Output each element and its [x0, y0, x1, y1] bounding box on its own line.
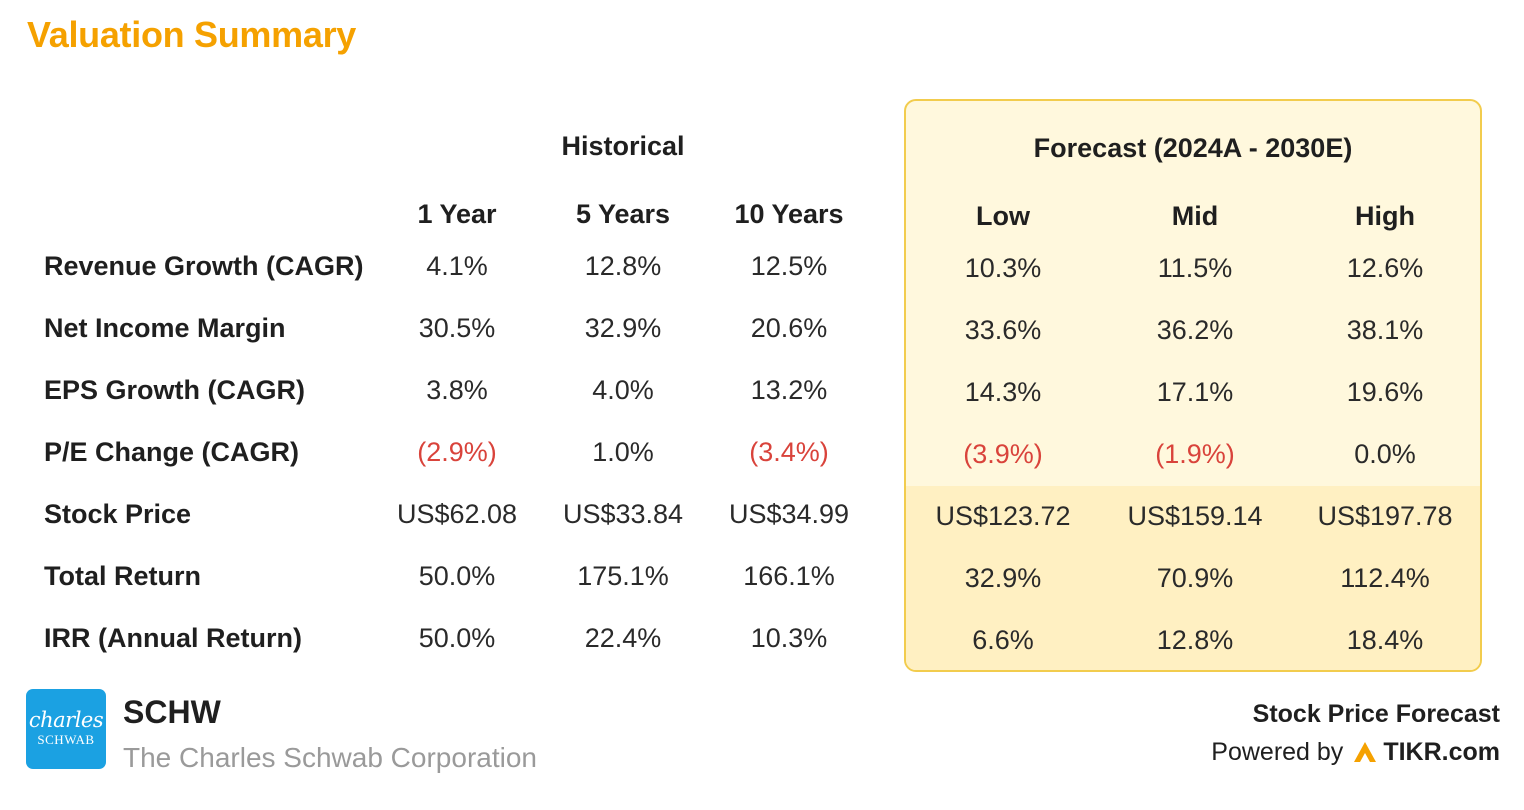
row-label: P/E Change (CAGR) [44, 437, 300, 467]
row-label: Net Income Margin [44, 313, 286, 343]
col-10-years: 10 Years [734, 199, 844, 229]
company-ticker: SCHW [123, 694, 221, 730]
table-cell: 175.1% [577, 561, 669, 591]
table-cell: US$123.72 [935, 501, 1071, 531]
table-cell: 6.6% [972, 625, 1034, 655]
powered-by-label: Powered by [1211, 738, 1344, 766]
table-cell: 30.5% [418, 313, 496, 343]
table-cell: (3.9%) [963, 439, 1043, 469]
table-cell: 32.9% [584, 313, 662, 343]
row-label: EPS Growth (CAGR) [44, 375, 305, 405]
table-cell: 17.1% [1156, 377, 1234, 407]
table-cell: 1.0% [592, 437, 654, 467]
table-cell: 32.9% [964, 563, 1042, 593]
table-cell: 36.2% [1156, 315, 1234, 345]
table-cell: 166.1% [743, 561, 835, 591]
historical-header: Historical [561, 131, 685, 161]
powered-by[interactable]: Powered by TIKR.com [1211, 738, 1500, 767]
table-cell: 4.1% [426, 251, 488, 281]
table-cell: 50.0% [418, 623, 496, 653]
table-cell: 13.2% [750, 375, 828, 405]
row-label: Revenue Growth (CAGR) [44, 251, 364, 281]
table-cell: US$159.14 [1127, 501, 1263, 531]
table-cell: 70.9% [1156, 563, 1234, 593]
company-name: The Charles Schwab Corporation [123, 742, 537, 773]
table-cell: 38.1% [1346, 315, 1424, 345]
table-cell: 11.5% [1157, 253, 1233, 283]
table-cell: 12.8% [1156, 625, 1234, 655]
row-label: Total Return [44, 561, 201, 591]
table-cell: 112.4% [1340, 563, 1430, 593]
col-mid: Mid [1171, 201, 1219, 231]
table-cell: US$197.78 [1317, 501, 1453, 531]
row-label: Stock Price [44, 499, 192, 529]
table-cell: 12.8% [584, 251, 662, 281]
table-cell: 12.5% [750, 251, 828, 281]
table-cell: 19.6% [1346, 377, 1424, 407]
table-cell: 20.6% [750, 313, 828, 343]
col-high: High [1355, 201, 1415, 231]
table-cell: (1.9%) [1155, 439, 1235, 469]
table-cell: (2.9%) [417, 437, 497, 467]
table-cell: 14.3% [964, 377, 1042, 407]
forecast-panel [904, 99, 1482, 672]
forecast-header: Forecast (2024A - 2030E) [1033, 133, 1353, 163]
table-cell: US$33.84 [562, 499, 684, 529]
table-cell: US$62.08 [396, 499, 518, 529]
col-low: Low [976, 201, 1030, 231]
table-cell: 3.8% [426, 375, 488, 405]
table-cell: (3.4%) [749, 437, 829, 467]
table-cell: 10.3% [750, 623, 828, 653]
col-5-years: 5 Years [575, 199, 671, 229]
table-cell: 50.0% [418, 561, 496, 591]
page-title: Valuation Summary [27, 14, 357, 55]
forecast-highlight-band [906, 486, 1480, 670]
table-cell: US$34.99 [728, 499, 850, 529]
table-cell: 4.0% [592, 375, 654, 405]
col-1-year: 1 Year [417, 199, 497, 229]
footer-heading: Stock Price Forecast [1252, 700, 1500, 728]
row-label: IRR (Annual Return) [44, 623, 302, 653]
table-cell: 18.4% [1346, 625, 1424, 655]
tikr-logo-icon [1354, 742, 1377, 762]
table-cell: 10.3% [964, 253, 1042, 283]
company-logo: charles SCHWAB [26, 689, 106, 769]
table-cell: 33.6% [964, 315, 1042, 345]
table-cell: 0.0% [1354, 439, 1416, 469]
table-cell: 12.6% [1346, 253, 1424, 283]
table-cell: 22.4% [584, 623, 662, 653]
tikr-brand-link[interactable]: TIKR.com [1383, 738, 1500, 766]
